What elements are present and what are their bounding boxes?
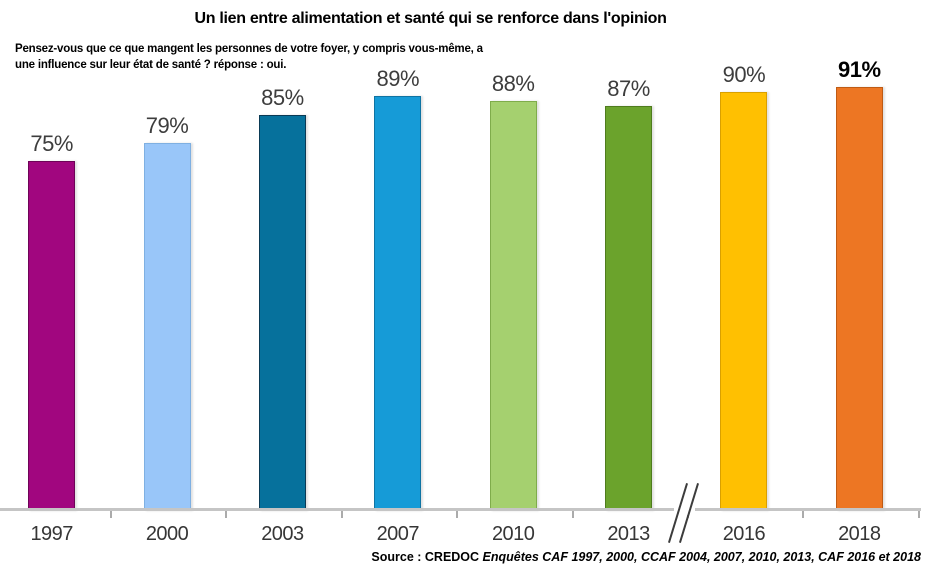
x-axis-label-2010: 2010	[491, 523, 535, 545]
axis-break-gap	[674, 504, 695, 515]
bar-column-2016: 90%	[686, 53, 801, 511]
x-axis-tick	[802, 511, 804, 518]
x-axis-tick	[110, 511, 112, 518]
x-axis-tick	[456, 511, 458, 518]
x-axis-label-2016: 2016	[722, 523, 766, 545]
bar-column-2013: 87%	[571, 53, 686, 511]
x-axis-label-1997: 1997	[30, 523, 73, 545]
bar-value-label-2000: 79%	[145, 113, 189, 138]
x-axis-label-2003: 2003	[261, 523, 304, 545]
bar-2013	[605, 106, 653, 511]
plot-area: 75% 79% 85% 89% 88% 87% 90% 91%	[0, 53, 917, 511]
bar-1997	[28, 161, 76, 511]
chart-title: Un lien entre alimentation et santé qui …	[194, 10, 667, 27]
chart-subtitle-line2: une influence sur leur état de santé ? r…	[15, 59, 287, 71]
bar-column-1997: 75%	[0, 53, 109, 511]
bar-column-2010: 88%	[456, 53, 571, 511]
bar-value-label-2003: 85%	[261, 85, 304, 110]
bar-2018	[835, 87, 883, 511]
bar-value-label-2007: 89%	[376, 66, 420, 91]
x-axis-label-2013: 2013	[607, 523, 650, 545]
bar-value-label-2013: 87%	[607, 76, 650, 101]
x-axis-tick	[225, 511, 227, 518]
source-prefix: Source : CREDOC	[371, 550, 480, 564]
bar-2003	[258, 115, 306, 511]
bar-value-label-2016: 90%	[722, 62, 766, 87]
bar-value-label-2018: 91%	[838, 57, 881, 82]
x-axis-tick	[918, 511, 920, 518]
x-axis-tick	[572, 511, 574, 518]
bar-column-2003: 85%	[225, 53, 340, 511]
x-axis-label-2007: 2007	[376, 523, 420, 545]
source-note: Source : CREDOC Enquêtes CAF 1997, 2000,…	[371, 550, 921, 564]
bar-column-2000: 79%	[109, 53, 224, 511]
x-axis-line	[0, 508, 921, 511]
x-axis-tick	[341, 511, 343, 518]
bar-2000	[143, 143, 191, 511]
bar-2010	[489, 101, 537, 511]
bar-2007	[374, 96, 422, 511]
bar-value-label-1997: 75%	[30, 131, 73, 156]
bar-column-2018: 91%	[802, 53, 917, 511]
x-axis-label-2000: 2000	[145, 523, 189, 545]
bar-2016	[720, 92, 768, 511]
chart-subtitle-line1: Pensez-vous que ce que mangent les perso…	[15, 43, 483, 55]
source-detail: Enquêtes CAF 1997, 2000, CCAF 2004, 2007…	[482, 550, 921, 564]
chart-subtitle: Pensez-vous que ce que mangent les perso…	[15, 41, 483, 73]
bar-column-2007: 89%	[340, 53, 455, 511]
x-axis-labels: 1997 2000 2003 2007 2010 2013 2016 2018	[0, 523, 917, 546]
bar-value-label-2010: 88%	[491, 71, 535, 96]
x-axis-label-2018: 2018	[838, 523, 881, 545]
